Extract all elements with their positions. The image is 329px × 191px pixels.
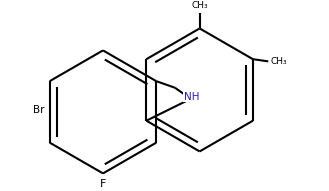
Text: CH₃: CH₃ [191,1,208,11]
Text: Br: Br [33,105,44,115]
Text: F: F [100,179,106,189]
Text: NH: NH [184,91,199,102]
Text: CH₃: CH₃ [270,57,287,66]
